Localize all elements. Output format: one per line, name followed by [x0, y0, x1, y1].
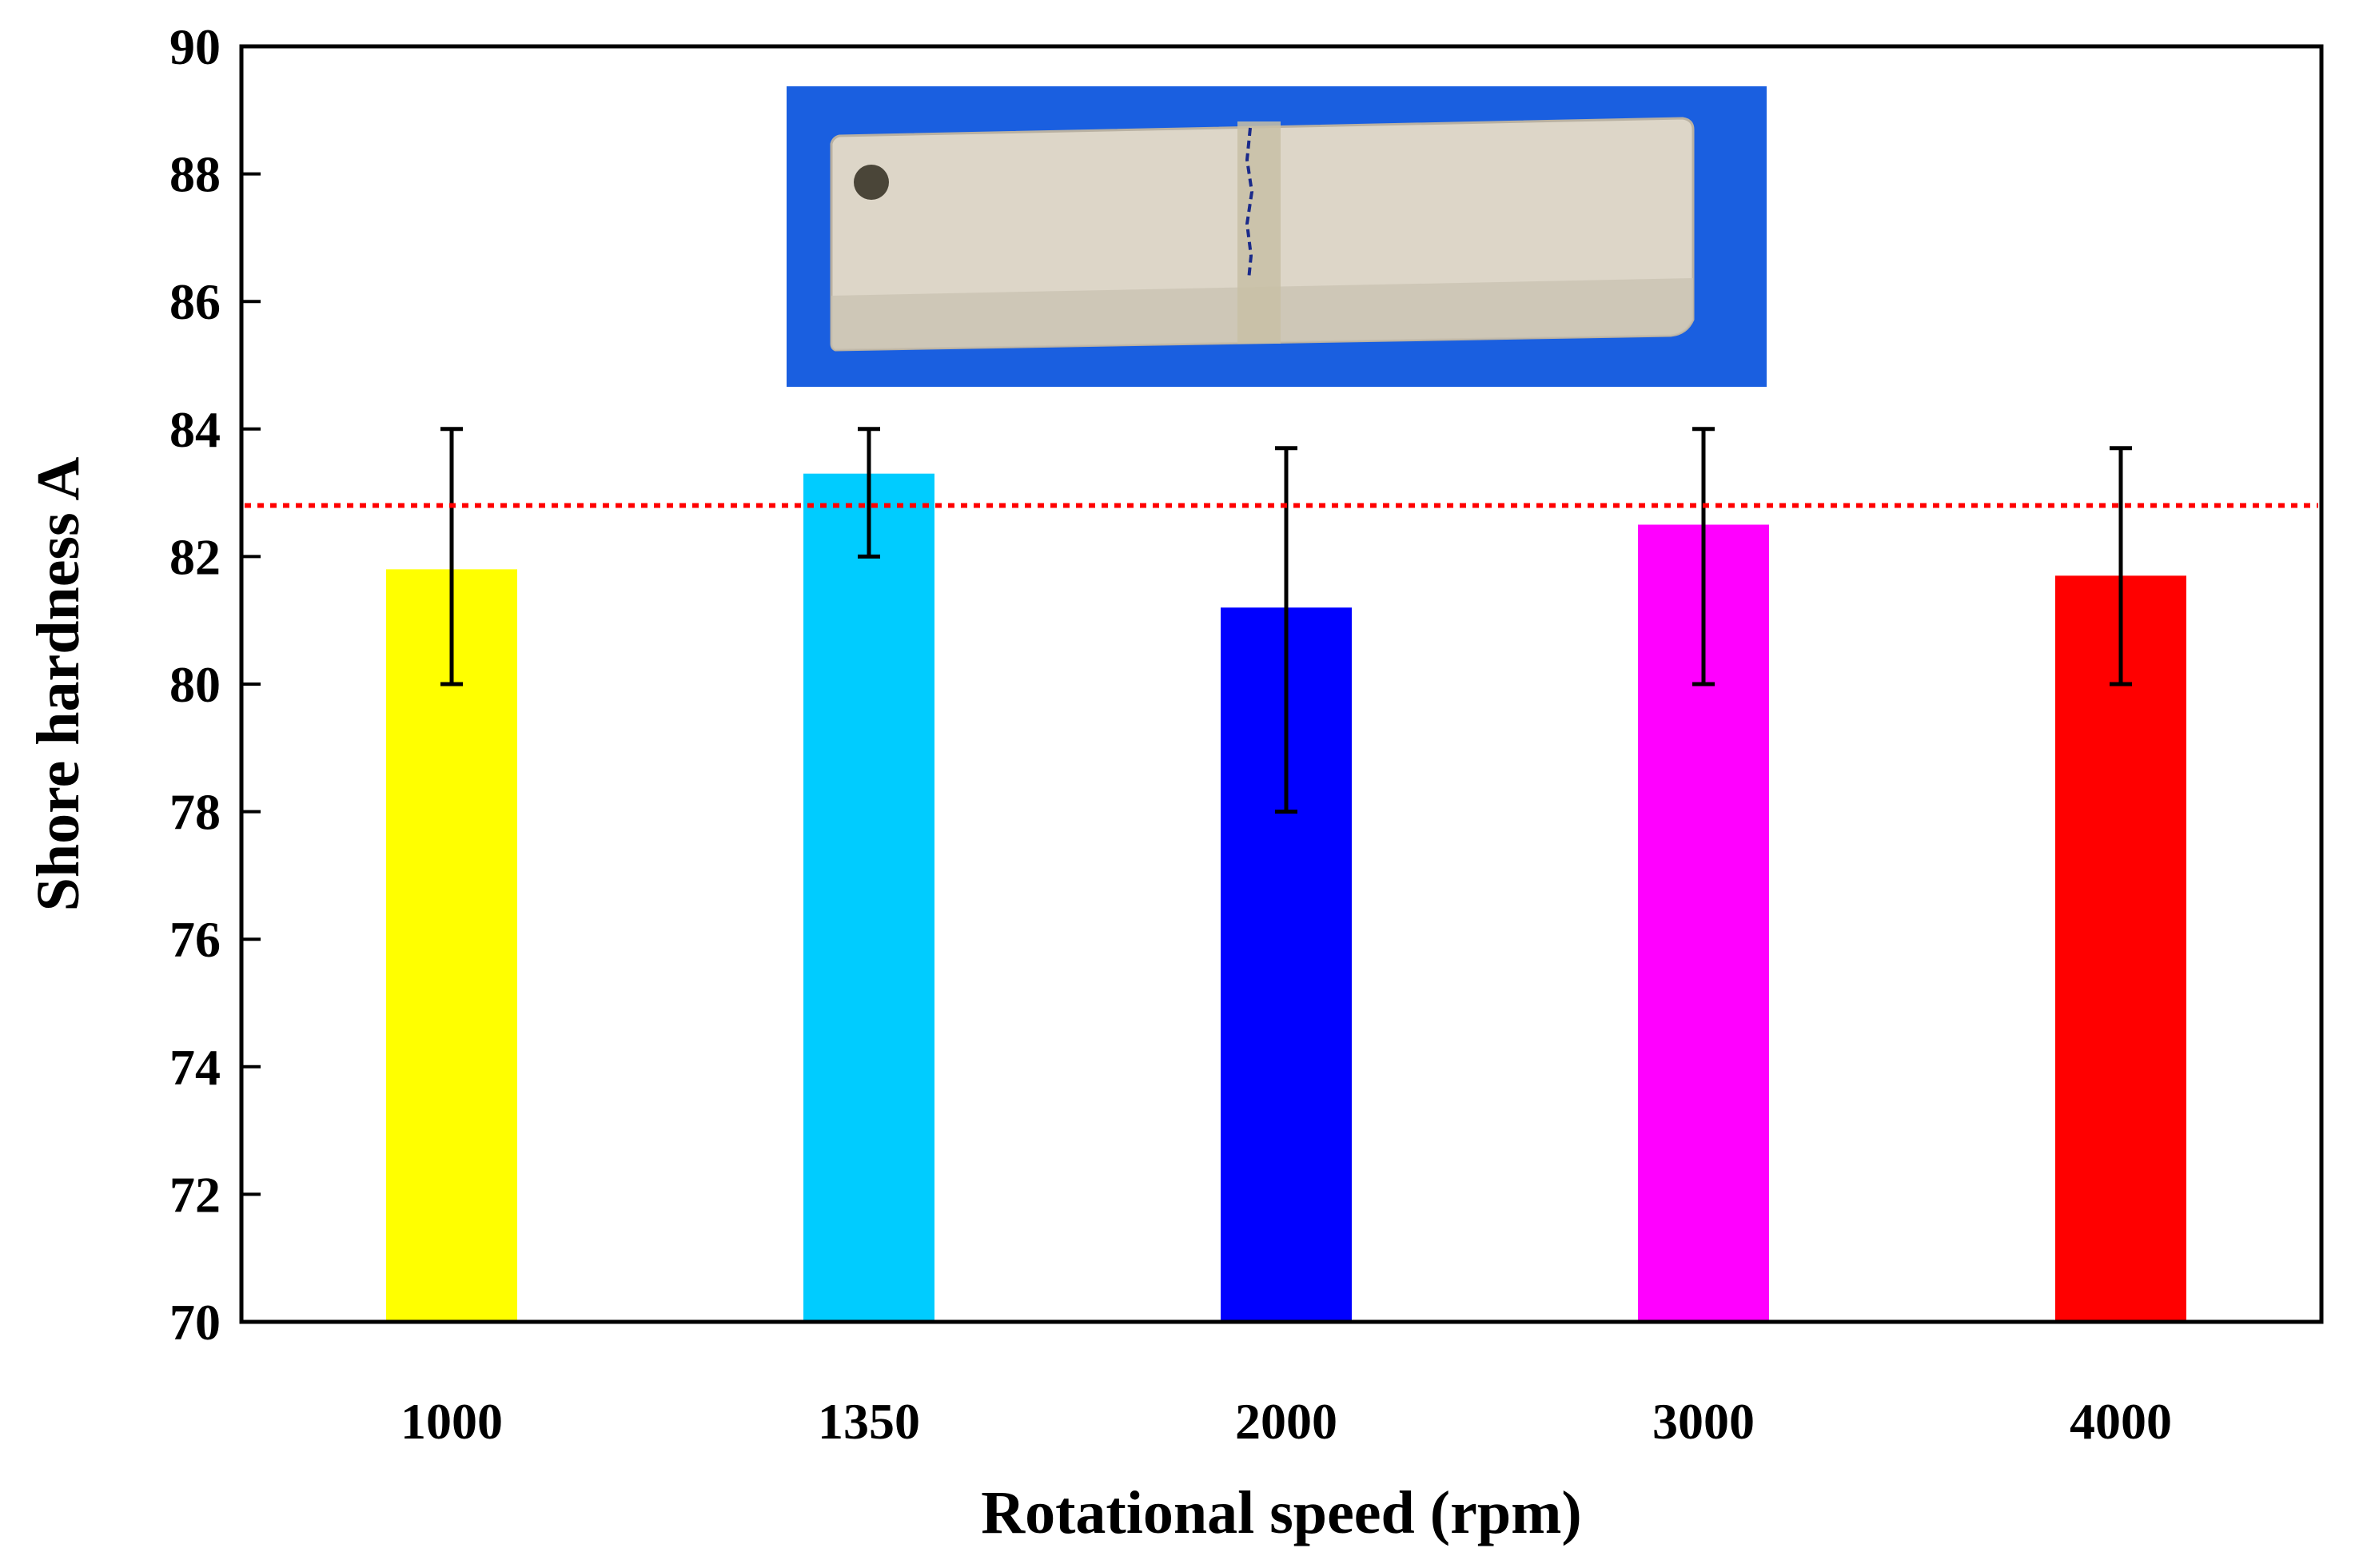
inset-weld-zone	[1237, 121, 1281, 344]
bar-1350	[803, 473, 934, 1323]
bar-1000	[386, 569, 517, 1322]
inset-photo	[787, 86, 1767, 387]
y-axis: 70 72 74 76 78 80 82 84 86 88 90	[169, 18, 261, 1351]
y-tick-label: 82	[169, 528, 221, 585]
x-tick-label-1000: 1000	[400, 1393, 503, 1450]
inset-marker-line	[1245, 127, 1254, 281]
error-bars	[440, 427, 2132, 814]
plot-area-frame	[239, 44, 2324, 1324]
y-tick-label: 80	[169, 656, 221, 713]
y-tick-label: 84	[169, 401, 221, 458]
inset-specimen-hole	[854, 165, 889, 200]
y-tick-label: 86	[169, 273, 221, 330]
x-tick-label-4000: 4000	[2070, 1393, 2172, 1450]
x-axis: 1000 1350 2000 3000 4000	[400, 1393, 2172, 1450]
bars	[386, 473, 2186, 1323]
y-tick-label: 72	[169, 1166, 221, 1223]
x-axis-title: Rotational speed (rpm)	[981, 1479, 1582, 1546]
x-tick-label-2000: 2000	[1235, 1393, 1337, 1450]
y-axis-title: Shore hardness A	[25, 457, 92, 912]
y-tick-label: 88	[169, 146, 221, 203]
bar-4000	[2055, 575, 2186, 1322]
y-tick-label: 76	[169, 911, 221, 968]
x-tick-label-1350: 1350	[818, 1393, 920, 1450]
x-tick-label-3000: 3000	[1652, 1393, 1755, 1450]
y-tick-label: 70	[169, 1294, 221, 1351]
y-tick-label: 78	[169, 784, 221, 841]
y-tick-label: 74	[169, 1039, 221, 1096]
y-tick-label: 90	[169, 18, 221, 75]
